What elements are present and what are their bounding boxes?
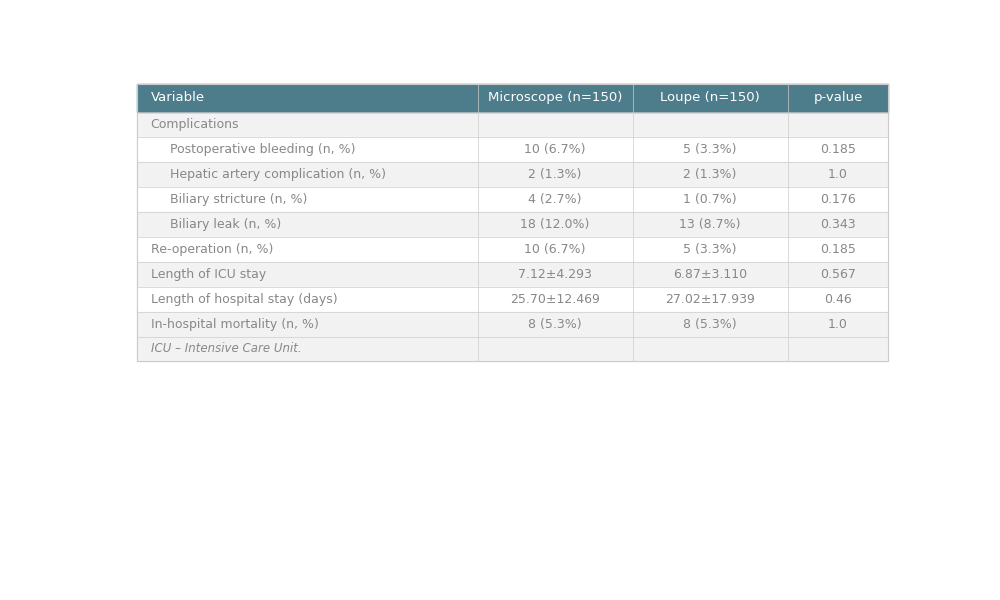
Text: 2 (1.3%): 2 (1.3%) — [683, 168, 737, 181]
Text: ICU – Intensive Care Unit.: ICU – Intensive Care Unit. — [151, 342, 301, 355]
Text: 4 (2.7%): 4 (2.7%) — [528, 193, 582, 206]
Bar — [137, 112, 888, 137]
Text: Loupe (n=150): Loupe (n=150) — [660, 91, 760, 104]
Text: Length of hospital stay (days): Length of hospital stay (days) — [151, 293, 337, 306]
Bar — [137, 187, 888, 212]
Text: 0.176: 0.176 — [820, 193, 856, 206]
Text: Biliary stricture (n, %): Biliary stricture (n, %) — [170, 193, 307, 206]
Text: Complications: Complications — [151, 118, 239, 131]
Text: 0.567: 0.567 — [820, 268, 856, 281]
Text: 0.185: 0.185 — [820, 243, 856, 256]
Bar — [137, 162, 888, 187]
Text: 18 (12.0%): 18 (12.0%) — [520, 218, 590, 231]
Text: 10 (6.7%): 10 (6.7%) — [524, 243, 586, 256]
Text: 5 (3.3%): 5 (3.3%) — [683, 243, 737, 256]
Bar — [137, 83, 888, 361]
Text: 27.02±17.939: 27.02±17.939 — [665, 293, 755, 306]
Text: Hepatic artery complication (n, %): Hepatic artery complication (n, %) — [170, 168, 386, 181]
Bar — [137, 237, 888, 262]
Bar — [137, 262, 888, 287]
Text: Variable: Variable — [151, 91, 205, 104]
Bar — [137, 337, 888, 361]
Text: 2 (1.3%): 2 (1.3%) — [528, 168, 582, 181]
Bar — [137, 83, 888, 361]
Text: 8 (5.3%): 8 (5.3%) — [683, 318, 737, 331]
Text: 1 (0.7%): 1 (0.7%) — [683, 193, 737, 206]
Bar — [137, 83, 888, 112]
Text: In-hospital mortality (n, %): In-hospital mortality (n, %) — [151, 318, 318, 331]
Text: 6.87±3.110: 6.87±3.110 — [673, 268, 747, 281]
Text: 13 (8.7%): 13 (8.7%) — [679, 218, 741, 231]
Text: 7.12±4.293: 7.12±4.293 — [518, 268, 592, 281]
Text: Biliary leak (n, %): Biliary leak (n, %) — [170, 218, 281, 231]
Text: 1.0: 1.0 — [828, 168, 848, 181]
Text: Postoperative bleeding (n, %): Postoperative bleeding (n, %) — [170, 143, 355, 156]
Text: 0.185: 0.185 — [820, 143, 856, 156]
Text: 25.70±12.469: 25.70±12.469 — [510, 293, 600, 306]
Bar — [137, 212, 888, 237]
Bar — [137, 287, 888, 312]
Text: Re-operation (n, %): Re-operation (n, %) — [151, 243, 273, 256]
Text: Microscope (n=150): Microscope (n=150) — [488, 91, 622, 104]
Text: 8 (5.3%): 8 (5.3%) — [528, 318, 582, 331]
Bar — [137, 312, 888, 337]
Text: Length of ICU stay: Length of ICU stay — [151, 268, 266, 281]
Text: 0.343: 0.343 — [820, 218, 856, 231]
Text: 0.46: 0.46 — [824, 293, 852, 306]
Text: 5 (3.3%): 5 (3.3%) — [683, 143, 737, 156]
Text: 10 (6.7%): 10 (6.7%) — [524, 143, 586, 156]
Text: 1.0: 1.0 — [828, 318, 848, 331]
Text: p-value: p-value — [813, 91, 863, 104]
Bar — [137, 137, 888, 162]
